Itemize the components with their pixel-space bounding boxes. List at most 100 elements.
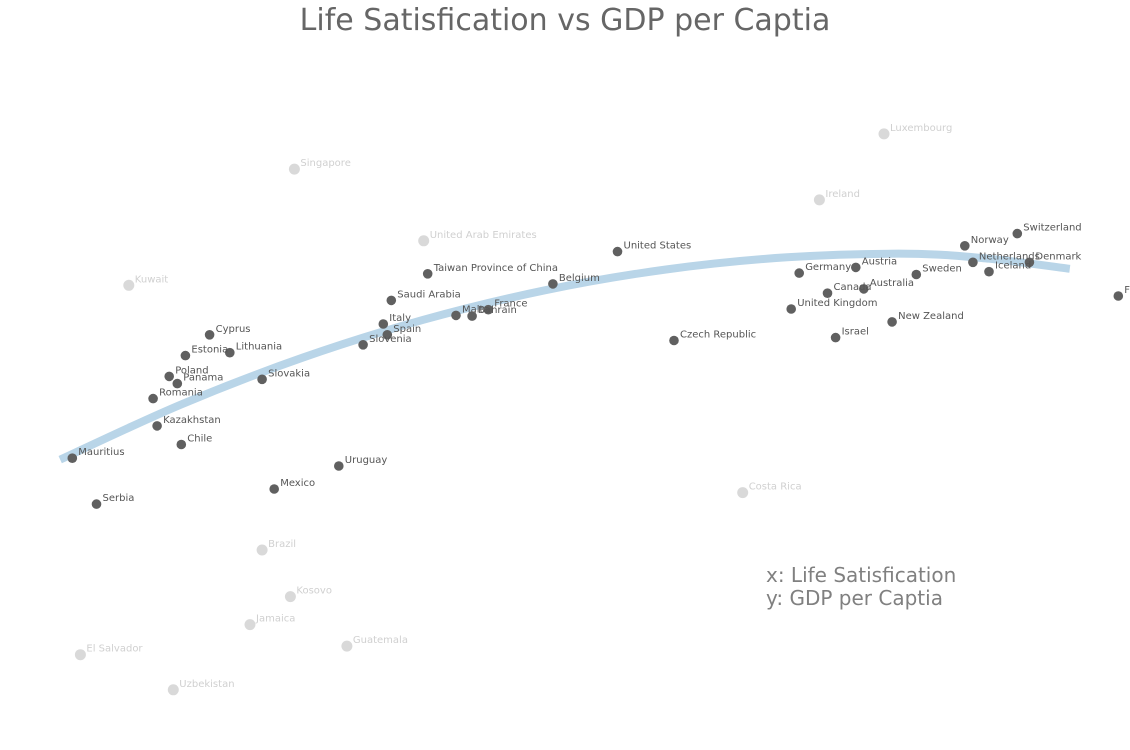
point-label: Australia bbox=[870, 278, 914, 289]
scatter-point bbox=[204, 330, 215, 340]
point-label: Poland bbox=[175, 365, 208, 376]
point-label: Bahrain bbox=[478, 305, 517, 316]
faded-point-group: Ireland bbox=[813, 189, 860, 206]
highlighted-point-group: Sweden bbox=[911, 264, 962, 280]
point-label: Germany bbox=[805, 262, 851, 273]
highlighted-point-group: Cyprus bbox=[204, 324, 251, 340]
faded-point-group: Kosovo bbox=[284, 586, 332, 603]
point-label: Kuwait bbox=[135, 274, 168, 285]
scatter-point bbox=[859, 284, 869, 294]
scatter-point bbox=[786, 304, 796, 314]
highlighted-point-group: Belgium bbox=[548, 273, 600, 289]
point-label: Austria bbox=[862, 256, 897, 267]
highlighted-point-group: Panama bbox=[172, 373, 223, 389]
point-label: Jamaica bbox=[255, 614, 295, 625]
scatter-point bbox=[451, 310, 461, 321]
scatter-point bbox=[358, 340, 368, 350]
point-label: Cyprus bbox=[216, 324, 251, 335]
scatter-point bbox=[269, 484, 280, 494]
highlighted-point-group: Netherlands bbox=[968, 251, 1040, 268]
highlighted-point-group: New Zealand bbox=[887, 311, 964, 327]
scatter-point bbox=[418, 235, 430, 247]
faded-point-group: Costa Rica bbox=[737, 482, 802, 499]
faded-point-group: Guatemala bbox=[341, 635, 408, 652]
point-label: Canada bbox=[834, 282, 872, 293]
point-label: Iceland bbox=[995, 261, 1031, 272]
scatter-point bbox=[378, 319, 389, 329]
scatter-point bbox=[180, 350, 191, 361]
scatter-point bbox=[1012, 228, 1023, 239]
scatter-point bbox=[794, 268, 804, 278]
highlighted-point-group: Germany bbox=[794, 262, 851, 278]
point-label: Kosovo bbox=[296, 586, 332, 597]
highlighted-point-group: Mauritius bbox=[67, 447, 125, 464]
point-label: Israel bbox=[842, 327, 869, 338]
highlighted-point-group: Italy bbox=[378, 313, 411, 329]
scatter-point bbox=[669, 335, 679, 346]
point-label: Denmark bbox=[1035, 251, 1081, 262]
highlighted-point-group: Spain bbox=[382, 324, 421, 340]
point-label: Czech Republic bbox=[680, 330, 756, 341]
highlighted-point-group: Estonia bbox=[180, 345, 228, 361]
highlighted-point-group: Uruguay bbox=[334, 455, 387, 471]
faded-point-group: United Arab Emirates bbox=[418, 230, 537, 247]
point-label: Uzbekistan bbox=[179, 679, 234, 690]
scatter-point bbox=[152, 421, 162, 431]
faded-point-group: Brazil bbox=[256, 539, 296, 556]
point-label: Malta bbox=[462, 304, 490, 315]
scatter-point bbox=[386, 295, 397, 306]
scatter-point bbox=[172, 378, 183, 389]
scatter-point bbox=[91, 499, 102, 509]
highlighted-point-group: Chile bbox=[176, 434, 212, 450]
highlighted-point-group: Australia bbox=[859, 278, 914, 294]
chart-title: Life Satisfication vs GDP per Captia bbox=[300, 3, 831, 38]
point-label: United Arab Emirates bbox=[430, 230, 537, 241]
scatter-point bbox=[911, 269, 922, 280]
scatter-point bbox=[548, 279, 558, 289]
point-label: Estonia bbox=[191, 345, 228, 356]
point-label: Kazakhstan bbox=[163, 415, 221, 426]
point-label: Guatemala bbox=[353, 635, 408, 646]
point-label: Chile bbox=[187, 434, 212, 445]
scatter-point bbox=[148, 393, 158, 404]
highlighted-point-group: Canada bbox=[822, 282, 872, 299]
faded-point-group: Luxembourg bbox=[878, 123, 952, 140]
scatter-point bbox=[167, 684, 179, 696]
highlighted-point-group: Slovakia bbox=[257, 368, 310, 385]
faded-point-group: Singapore bbox=[288, 158, 351, 175]
scatter-point bbox=[813, 194, 825, 206]
scatter-point bbox=[74, 649, 86, 661]
scatter-point bbox=[67, 453, 78, 464]
point-label: Belgium bbox=[559, 273, 600, 284]
scatter-point bbox=[341, 640, 353, 652]
point-label: Uruguay bbox=[345, 455, 388, 466]
scatter-point bbox=[878, 128, 890, 140]
point-label: Taiwan Province of China bbox=[433, 263, 558, 274]
faded-point-group: El Salvador bbox=[74, 644, 143, 661]
point-label: Saudi Arabia bbox=[397, 289, 460, 300]
highlighted-point-group: Kazakhstan bbox=[152, 415, 221, 431]
highlighted-point-group: Saudi Arabia bbox=[386, 289, 461, 306]
scatter-point bbox=[612, 246, 623, 257]
highlighted-point-group: Lithuania bbox=[225, 342, 282, 358]
scatter-point bbox=[225, 347, 235, 358]
point-label: Brazil bbox=[268, 539, 296, 550]
scatter-point bbox=[382, 330, 393, 340]
trend-line bbox=[58, 249, 1071, 464]
trend-line-layer bbox=[58, 249, 1071, 464]
scatter-point bbox=[822, 288, 833, 299]
point-label: Costa Rica bbox=[749, 482, 802, 493]
point-label: Romania bbox=[159, 388, 203, 399]
point-label: Mauritius bbox=[78, 447, 124, 458]
point-label: Switzerland bbox=[1023, 223, 1081, 234]
highlighted-point-group: Bahrain bbox=[467, 305, 517, 321]
point-label: Mexico bbox=[280, 478, 315, 489]
highlighted-point-group: Romania bbox=[148, 388, 203, 404]
scatter-point bbox=[284, 591, 296, 603]
point-label: Spain bbox=[393, 324, 421, 335]
highlighted-point-group: Mexico bbox=[269, 478, 315, 494]
point-label: United Kingdom bbox=[797, 298, 877, 309]
highlighted-point-group: France bbox=[483, 299, 528, 315]
highlighted-point-group: Austria bbox=[851, 256, 897, 273]
